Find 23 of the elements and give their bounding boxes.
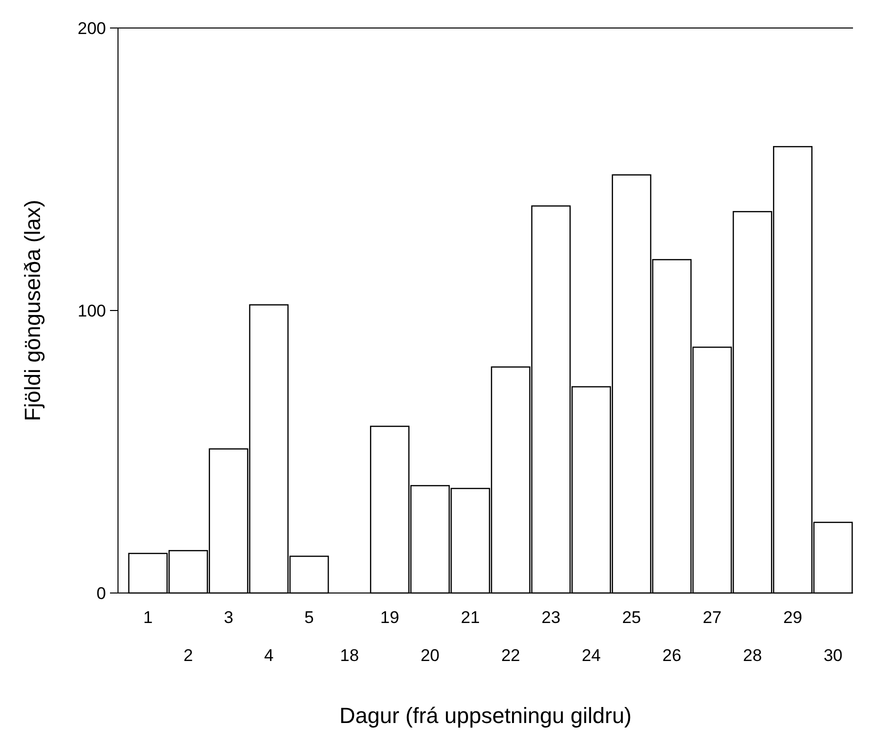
x-tick-label: 29 xyxy=(783,608,802,627)
x-axis-title: Dagur (frá uppsetningu gildru) xyxy=(339,703,632,728)
x-tick-label: 30 xyxy=(824,646,843,665)
y-tick-label: 0 xyxy=(96,584,106,603)
x-tick-label: 4 xyxy=(264,646,274,665)
x-tick-label: 27 xyxy=(702,608,722,627)
x-tick-label: 24 xyxy=(582,646,601,665)
x-tick-label: 18 xyxy=(340,646,359,665)
x-tick-label: 22 xyxy=(501,646,520,665)
x-tick-label: 25 xyxy=(622,608,642,627)
y-axis-title: Fjöldi gönguseiða (lax) xyxy=(20,200,45,422)
x-tick-label: 26 xyxy=(662,646,682,665)
x-tick-label: 2 xyxy=(184,646,193,665)
x-tick-label: 1 xyxy=(143,608,153,627)
y-tick-label: 100 xyxy=(78,301,106,320)
x-tick-label: 19 xyxy=(380,608,400,627)
x-tick-label: 3 xyxy=(224,608,234,627)
x-tick-label: 21 xyxy=(460,608,480,627)
y-tick-label: 200 xyxy=(78,18,106,38)
x-tick-label: 20 xyxy=(420,646,440,665)
x-tick-label: 28 xyxy=(742,646,762,665)
x-tick-label: 23 xyxy=(541,608,560,627)
x-tick-label: 5 xyxy=(304,608,314,627)
